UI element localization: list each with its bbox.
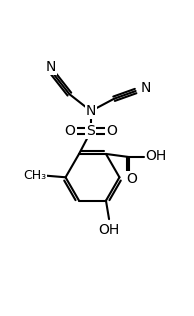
Text: O: O: [65, 124, 76, 138]
Text: N: N: [141, 81, 151, 95]
Text: CH₃: CH₃: [23, 169, 46, 182]
Text: O: O: [126, 172, 137, 186]
Text: OH: OH: [145, 149, 166, 163]
Text: O: O: [106, 124, 117, 138]
Text: N: N: [46, 60, 56, 74]
Text: S: S: [87, 124, 95, 138]
Text: N: N: [86, 104, 96, 118]
Text: OH: OH: [98, 223, 120, 237]
